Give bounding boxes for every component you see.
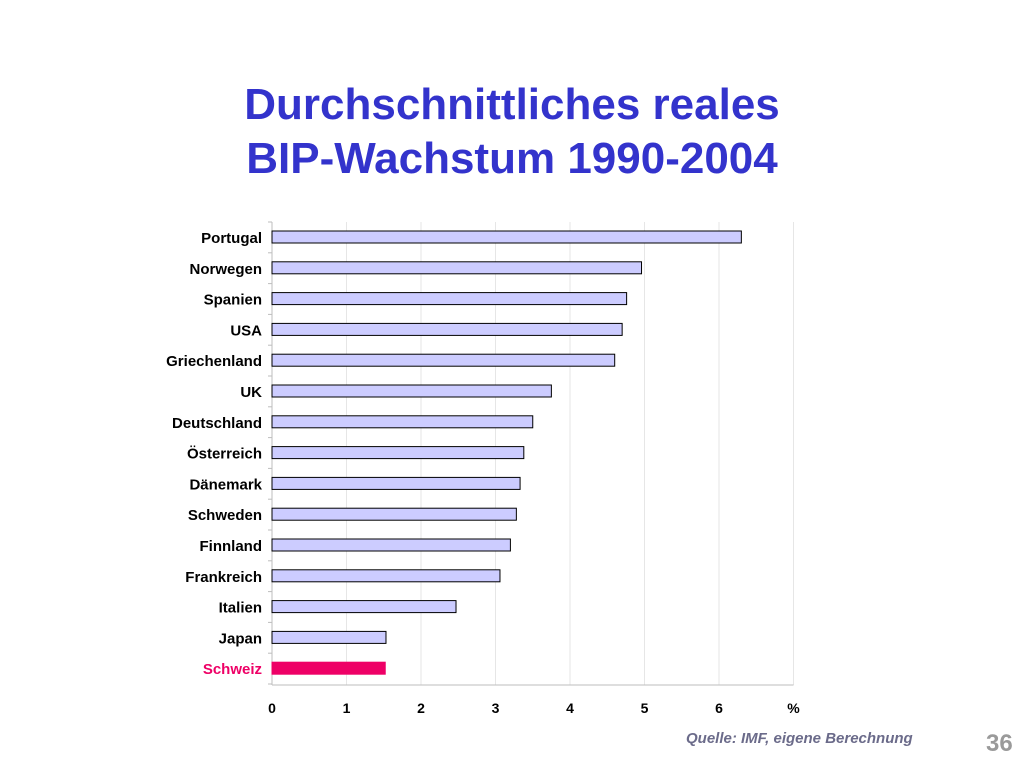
- category-label: USA: [230, 322, 262, 339]
- bar-schweden: [271, 507, 517, 521]
- bar-spanien: [271, 292, 628, 306]
- x-tick-label: 4: [566, 700, 574, 716]
- category-label: Spanien: [204, 292, 262, 309]
- category-label: Österreich: [187, 446, 262, 463]
- category-label: Schweiz: [203, 661, 262, 678]
- bar-frankreich: [271, 569, 501, 583]
- bar-portugal: [271, 230, 742, 244]
- category-label: Japan: [219, 630, 262, 647]
- bar-deutschland: [271, 415, 534, 429]
- bar-usa: [271, 322, 623, 336]
- bar-griechenland: [271, 353, 616, 367]
- page-number: 36: [986, 730, 1013, 757]
- category-label: Schweden: [188, 507, 262, 524]
- bar-japan: [271, 630, 387, 644]
- x-unit-label: %: [787, 700, 800, 716]
- bar-österreich: [271, 446, 525, 460]
- bar-norwegen: [271, 261, 643, 275]
- bar-uk: [271, 384, 552, 398]
- category-label: Finnland: [200, 538, 263, 555]
- category-label: Portugal: [201, 230, 262, 247]
- bar-italien: [271, 600, 457, 614]
- bar-schweiz: [271, 661, 386, 675]
- x-tick-label: 6: [715, 700, 723, 716]
- category-label: Italien: [219, 600, 262, 617]
- x-tick-label: 3: [492, 700, 500, 716]
- x-tick-label: 2: [417, 700, 425, 716]
- x-tick-label: 5: [641, 700, 649, 716]
- bar-dänemark: [271, 476, 521, 490]
- category-label: UK: [240, 384, 262, 401]
- bar-finnland: [271, 538, 511, 552]
- title-line-2: BIP-Wachstum 1990-2004: [246, 134, 778, 183]
- title-line-1: Durchschnittliches reales: [244, 80, 780, 129]
- category-label: Deutschland: [172, 415, 262, 432]
- category-label: Dänemark: [189, 476, 262, 493]
- chart-title: Durchschnittliches reales BIP-Wachstum 1…: [0, 78, 1024, 186]
- source-note: Quelle: IMF, eigene Berechnung: [686, 730, 913, 747]
- category-label: Norwegen: [189, 261, 262, 278]
- category-label: Frankreich: [185, 569, 262, 586]
- x-tick-label: 1: [343, 700, 351, 716]
- x-tick-label: 0: [268, 700, 276, 716]
- category-label: Griechenland: [166, 353, 262, 370]
